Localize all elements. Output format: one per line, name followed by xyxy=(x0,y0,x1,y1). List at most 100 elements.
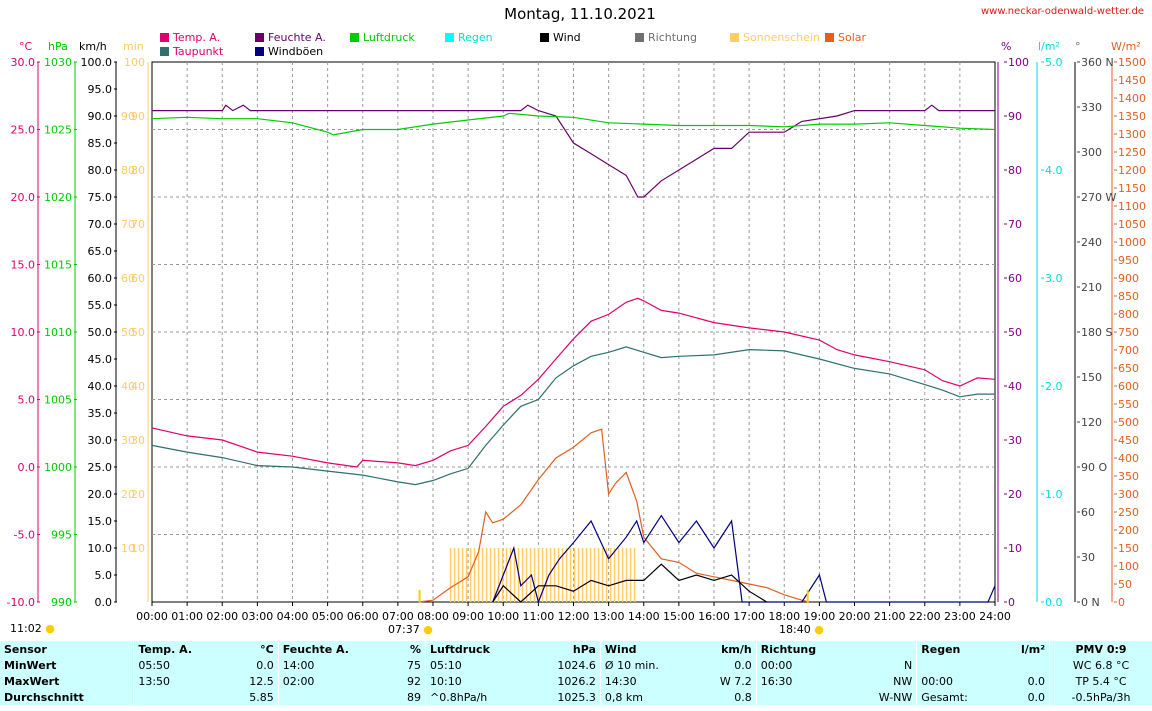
row-label: MinWert xyxy=(4,658,57,672)
cell: 0,8 km xyxy=(599,689,696,705)
tick-label-inner: 90 xyxy=(121,110,135,123)
tick-label-humidity: 30 xyxy=(1008,434,1022,447)
tick-label-wind: 90.0 xyxy=(88,110,113,123)
tick-label-direction: 240 xyxy=(1081,236,1102,249)
cell: 14:00 xyxy=(277,657,392,673)
tick-label-solar: 1500 xyxy=(1118,56,1146,69)
tick-label-solar: 850 xyxy=(1118,290,1139,303)
legend-swatch xyxy=(635,33,644,42)
site-link[interactable]: www.neckar-odenwald-wetter.de xyxy=(981,6,1144,17)
tick-label-direction: 150 xyxy=(1081,371,1102,384)
cell: 00:00 xyxy=(916,673,1001,689)
weather-chart: 30.025.020.015.010.05.00.0-5.0-10.010301… xyxy=(7,56,1146,623)
legend-swatch xyxy=(255,47,264,56)
x-tick-label: 21:00 xyxy=(874,610,906,623)
tick-label-rain: 2.0 xyxy=(1045,380,1063,393)
cell: 05:10 xyxy=(425,657,530,673)
legend-humidity: Feuchte A. xyxy=(255,31,326,44)
tick-label-wind: 80.0 xyxy=(88,164,113,177)
unit-temp: °C xyxy=(19,40,33,53)
tick-label-direction: 180 S xyxy=(1081,326,1112,339)
cell: 89 xyxy=(407,690,422,704)
tick-label-sunshine: 10 xyxy=(131,542,145,555)
cell: 1024.6 xyxy=(557,658,596,672)
x-tick-label: 12:00 xyxy=(558,610,590,623)
tick-label-wind: 5.0 xyxy=(95,569,113,582)
tick-label-direction: 30 xyxy=(1081,551,1095,564)
tick-label-solar: 50 xyxy=(1118,578,1132,591)
tick-label-solar: 650 xyxy=(1118,362,1139,375)
tick-label-direction: 90 O xyxy=(1081,461,1107,474)
tick-label-wind: 100.0 xyxy=(81,56,113,69)
row-label: Durchschnitt xyxy=(4,690,84,704)
sun-icon: ● xyxy=(45,622,55,635)
tick-label-wind: 30.0 xyxy=(88,434,113,447)
legend-swatch xyxy=(160,47,169,56)
legend-direction: Richtung xyxy=(635,31,697,44)
legend-swatch xyxy=(730,33,739,42)
cell: 05:50 xyxy=(133,657,229,673)
cell: 1026.2 xyxy=(557,674,596,688)
cell xyxy=(133,689,229,705)
cell xyxy=(916,657,1001,673)
legend-swatch xyxy=(255,33,264,42)
cell: 0.0 xyxy=(256,658,274,672)
unit-min: min xyxy=(123,40,144,53)
x-tick-label: 19:00 xyxy=(804,610,836,623)
x-tick-label: 07:00 xyxy=(382,610,414,623)
tick-label-solar: 700 xyxy=(1118,344,1139,357)
x-tick-label: 17:00 xyxy=(733,610,765,623)
sunrise-label: 07:37 ● xyxy=(388,623,433,636)
tick-label-solar: 1150 xyxy=(1118,182,1146,195)
unit-solar: W/m² xyxy=(1111,40,1141,53)
series-luftdruck xyxy=(151,112,996,136)
cell: 0.0 xyxy=(1027,674,1046,688)
th-rain: Regen xyxy=(916,641,1001,657)
legend-dewpoint: Taupunkt xyxy=(160,45,223,58)
tick-label-wind: 20.0 xyxy=(88,488,113,501)
unit-rain: l/m² xyxy=(1038,40,1060,53)
series-solar xyxy=(418,428,809,603)
cell: 02:00 xyxy=(277,673,392,689)
tick-label-wind: 50.0 xyxy=(88,326,113,339)
th-wind: Wind xyxy=(599,641,696,657)
tick-label-pressure: 1010 xyxy=(44,326,72,339)
cell: 92 xyxy=(407,674,422,688)
cell xyxy=(277,689,392,705)
tick-label-sunshine: 20 xyxy=(131,488,145,501)
tick-label-solar: 500 xyxy=(1118,416,1139,429)
tick-label-solar: 900 xyxy=(1118,272,1139,285)
cell: 16:30 xyxy=(755,673,854,689)
tick-label-solar: 1450 xyxy=(1118,74,1146,87)
tick-label-solar: 1050 xyxy=(1118,218,1146,231)
tick-label-wind: 70.0 xyxy=(88,218,113,231)
x-tick-label: 09:00 xyxy=(452,610,484,623)
cell: 14:30 xyxy=(599,673,696,689)
legend-swatch xyxy=(160,33,169,42)
legend-rain: Regen xyxy=(445,31,493,44)
cell: W-NW xyxy=(878,690,913,704)
tick-label-wind: 95.0 xyxy=(88,83,113,96)
series-windb-en xyxy=(492,514,996,604)
tick-label-temp: -5.0 xyxy=(14,529,35,542)
tick-label-solar: 950 xyxy=(1118,254,1139,267)
tick-label-wind: 60.0 xyxy=(88,272,113,285)
tick-label-solar: 1250 xyxy=(1118,146,1146,159)
table-row: Durchschnitt 5.85 89 ^0.8hPa/h 1025.3 0,… xyxy=(0,689,1152,705)
cell: 75 xyxy=(407,658,422,672)
x-tick-label: 01:00 xyxy=(171,610,203,623)
tick-label-direction: 210 xyxy=(1081,281,1102,294)
sun-icon: ● xyxy=(814,623,824,636)
cell: N xyxy=(904,658,913,672)
tick-label-solar: 300 xyxy=(1118,488,1139,501)
tick-label-pressure: 1005 xyxy=(44,394,72,407)
stats-table: Sensor Temp. A. °C Feuchte A. % Luftdruc… xyxy=(0,641,1152,705)
tick-label-wind: 75.0 xyxy=(88,191,113,204)
legend-solar: Solar xyxy=(825,31,866,44)
x-tick-label: 15:00 xyxy=(663,610,695,623)
th-temp: Temp. A. xyxy=(133,641,229,657)
tick-label-rain: 5.0 xyxy=(1045,56,1063,69)
tick-label-direction: 300 xyxy=(1081,146,1102,159)
th-sensor: Sensor xyxy=(4,642,47,656)
tick-label-direction: 0 N xyxy=(1081,596,1100,609)
